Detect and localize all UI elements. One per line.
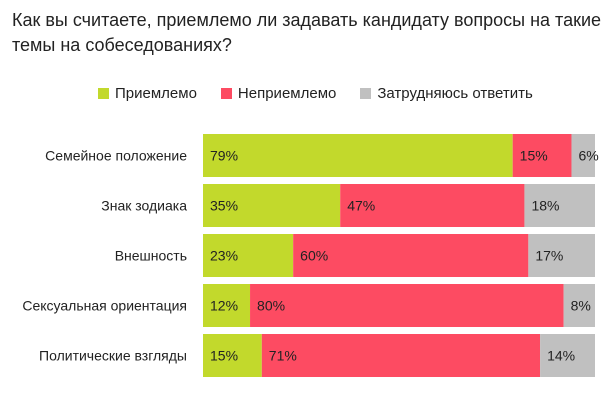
legend-label: Приемлемо bbox=[115, 85, 197, 102]
bar-segment bbox=[540, 334, 595, 377]
bar-segment bbox=[250, 284, 564, 327]
category-label: Семейное положение bbox=[45, 148, 187, 164]
bar-segment bbox=[203, 134, 513, 177]
bar-segment bbox=[203, 284, 251, 327]
legend-swatch bbox=[360, 88, 372, 99]
category-label: Внешность bbox=[115, 248, 187, 264]
data-label: 18% bbox=[531, 198, 559, 214]
data-label: 6% bbox=[578, 148, 598, 164]
data-label: 15% bbox=[210, 348, 238, 364]
bar-segment bbox=[524, 184, 595, 227]
bar-segment bbox=[340, 184, 525, 227]
legend-item-undecided: Затрудняюсь ответить bbox=[360, 85, 533, 102]
data-label: 79% bbox=[210, 148, 238, 164]
data-label: 17% bbox=[535, 248, 563, 264]
legend-item-acceptable: Приемлемо bbox=[98, 85, 197, 102]
data-label: 60% bbox=[300, 248, 328, 264]
legend-item-unacceptable: Неприемлемо bbox=[220, 85, 337, 102]
bar-segment bbox=[261, 334, 541, 377]
bar-segment bbox=[563, 284, 595, 327]
data-label: 15% bbox=[520, 148, 548, 164]
legend-swatch bbox=[220, 88, 232, 99]
legend-swatch bbox=[98, 88, 109, 99]
bar-segment bbox=[203, 184, 341, 227]
legend-label: Неприемлемо bbox=[237, 85, 337, 102]
data-label: 35% bbox=[210, 198, 238, 214]
legend-label: Затрудняюсь ответить bbox=[377, 85, 533, 102]
data-label: 23% bbox=[210, 248, 238, 264]
data-label: 71% bbox=[269, 348, 297, 364]
legend: Приемлемо Неприемлемо Затрудняюсь ответи… bbox=[98, 85, 533, 102]
bar-segment bbox=[512, 134, 572, 177]
bar-segment bbox=[203, 334, 262, 377]
chart-title: Как вы считаете, приемлемо ли задавать к… bbox=[12, 10, 602, 55]
category-label: Сексуальная ориентация bbox=[22, 298, 187, 314]
data-label: 12% bbox=[210, 298, 238, 314]
bar-segment bbox=[571, 134, 595, 177]
bar-segment bbox=[293, 234, 529, 277]
bar-segment bbox=[203, 234, 294, 277]
bar-segment bbox=[528, 234, 595, 277]
category-label: Знак зодиака bbox=[101, 198, 187, 214]
data-label: 14% bbox=[547, 348, 575, 364]
data-label: 80% bbox=[257, 298, 285, 314]
data-label: 8% bbox=[571, 298, 591, 314]
category-label: Политические взгляды bbox=[39, 348, 187, 364]
data-label: 47% bbox=[347, 198, 375, 214]
